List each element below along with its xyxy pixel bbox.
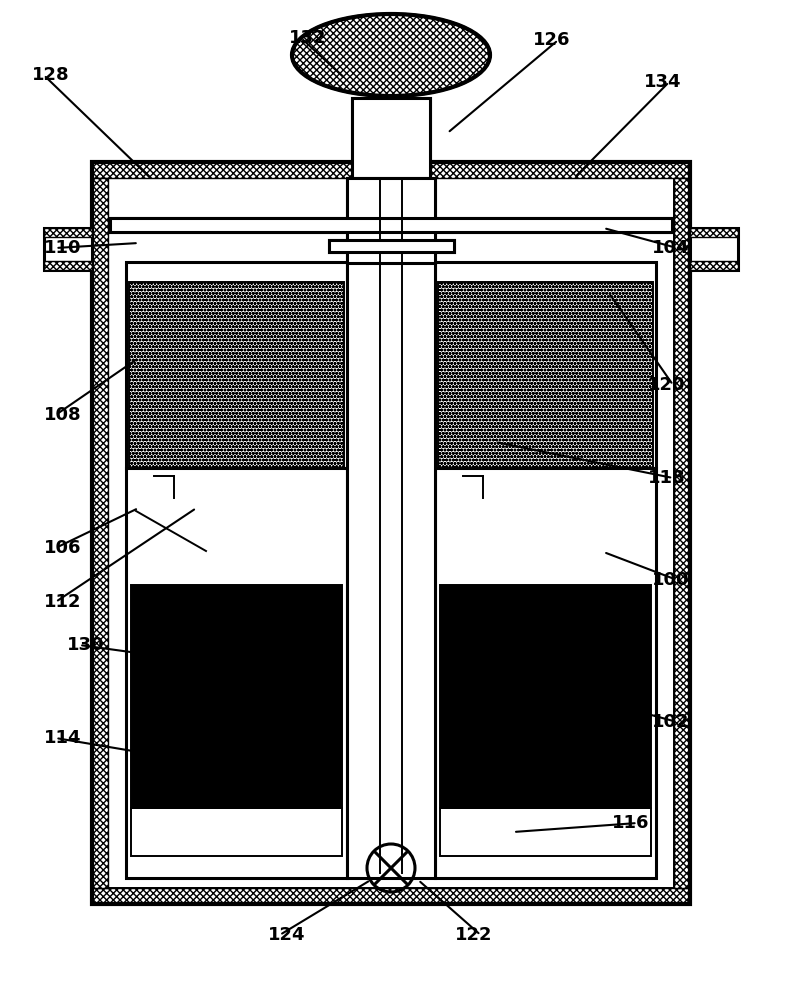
- Text: 110: 110: [44, 239, 81, 257]
- Bar: [44, 228, 92, 237]
- Text: 122: 122: [455, 926, 493, 944]
- Text: 102: 102: [652, 713, 689, 731]
- Bar: [92, 162, 690, 178]
- Bar: [126, 468, 347, 878]
- Text: 116: 116: [612, 814, 649, 832]
- Text: 108: 108: [44, 406, 82, 424]
- Text: 124: 124: [268, 926, 305, 944]
- Text: 106: 106: [44, 539, 81, 557]
- Text: 100: 100: [652, 571, 689, 589]
- Bar: [438, 282, 653, 468]
- Bar: [435, 468, 656, 878]
- Bar: [44, 261, 92, 270]
- Text: 112: 112: [44, 593, 81, 611]
- Text: 104: 104: [652, 239, 689, 257]
- Bar: [440, 585, 651, 808]
- Bar: [131, 808, 342, 856]
- Ellipse shape: [292, 14, 490, 96]
- Bar: [110, 218, 672, 232]
- Text: 126: 126: [533, 31, 570, 49]
- Bar: [347, 178, 435, 263]
- Bar: [352, 98, 430, 178]
- Bar: [126, 262, 347, 468]
- Bar: [131, 585, 342, 808]
- Bar: [92, 888, 690, 904]
- Bar: [44, 228, 92, 270]
- Bar: [690, 228, 738, 237]
- Bar: [110, 218, 672, 232]
- Bar: [129, 282, 344, 468]
- Bar: [329, 240, 454, 252]
- Text: 120: 120: [648, 376, 685, 394]
- Text: 128: 128: [32, 66, 70, 84]
- Bar: [674, 178, 690, 888]
- Bar: [329, 240, 454, 252]
- Bar: [690, 228, 738, 270]
- Bar: [92, 162, 690, 904]
- Bar: [435, 262, 656, 468]
- Bar: [108, 178, 674, 888]
- Text: 132: 132: [289, 29, 326, 47]
- Text: 118: 118: [647, 469, 685, 487]
- Text: 134: 134: [644, 73, 681, 91]
- Bar: [352, 98, 430, 178]
- Bar: [690, 261, 738, 270]
- Bar: [440, 808, 651, 856]
- Bar: [92, 178, 108, 888]
- Text: 130: 130: [67, 636, 105, 654]
- Bar: [347, 178, 435, 878]
- Text: 114: 114: [44, 729, 81, 747]
